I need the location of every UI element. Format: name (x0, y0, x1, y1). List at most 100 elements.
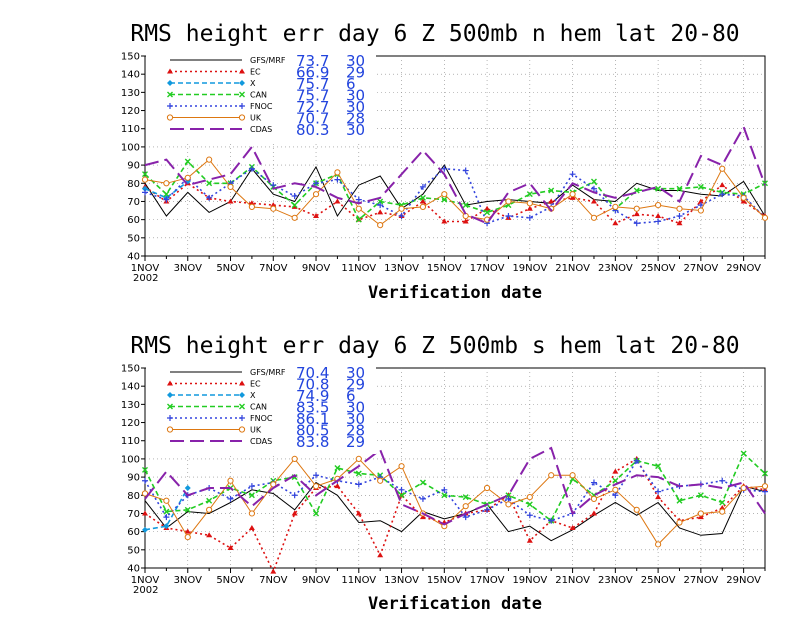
x-marker (184, 506, 191, 513)
x-tick-label: 15NOV (427, 263, 462, 274)
legend-label: FNOC (250, 414, 273, 423)
plus-marker (590, 185, 597, 192)
plus-marker (548, 517, 555, 524)
triangle-marker (719, 505, 726, 510)
plus-marker (142, 477, 148, 484)
x-marker (676, 185, 683, 192)
x-tick-label: 21NOV (555, 575, 590, 586)
triangle-marker (590, 198, 597, 204)
triangle-marker (740, 198, 747, 204)
x-marker (526, 191, 533, 198)
circle-marker (163, 180, 170, 187)
x-marker (167, 403, 173, 410)
plus-marker (142, 189, 148, 196)
x-tick-label: 1NOV (131, 263, 160, 274)
x-tick-label: 17NOV (470, 263, 505, 274)
x-marker (590, 178, 597, 185)
legend-mean: 66.9 (296, 64, 329, 82)
x-marker (291, 202, 298, 209)
triangle-marker (676, 220, 683, 226)
triangle-marker (612, 468, 619, 474)
chart-title: RMS height err day 6 Z 500mb n hem lat 2… (130, 21, 739, 47)
x-marker (334, 465, 341, 471)
triangle-marker (239, 380, 245, 386)
series-line (144, 487, 189, 531)
legend: GFS/MRF 70.4 30 EC 70.8 29 X 74.9 6 CAN 83.5 30 FNOC… (146, 364, 376, 454)
y-tick-label: 40 (127, 252, 140, 263)
legend-mean: 86.1 (296, 410, 329, 428)
legend-label: CAN (250, 91, 267, 100)
plus-marker (167, 415, 173, 421)
legend-label: GFS/MRF (250, 56, 286, 65)
circle-marker (334, 169, 341, 176)
legend-count: 6 (346, 75, 356, 93)
circle-marker (184, 533, 191, 541)
diamond-marker (163, 523, 170, 530)
triangle-marker (697, 514, 704, 520)
triangle-marker (248, 525, 255, 530)
plus-marker (505, 495, 512, 502)
diamond-marker (239, 392, 245, 398)
circle-marker (291, 214, 298, 221)
circle-marker (377, 477, 384, 484)
x-axis-label: Verification date (368, 283, 542, 303)
circle-marker (719, 508, 726, 515)
x-year-label: 2002 (133, 273, 158, 284)
x-tick-label: 25NOV (641, 263, 676, 274)
circle-marker (612, 486, 619, 493)
x-tick-label: 3NOV (174, 575, 203, 586)
legend-mean: 83.8 (296, 433, 329, 451)
plus-marker (462, 514, 469, 521)
triangle-marker (167, 68, 173, 74)
circle-marker (355, 455, 362, 463)
x-marker (548, 187, 555, 194)
y-tick-label: 40 (127, 564, 140, 575)
legend-mean: 73.7 (296, 52, 329, 70)
x-marker (655, 463, 662, 470)
circle-marker (312, 191, 320, 198)
y-tick-label: 100 (121, 454, 140, 465)
circle-marker (166, 426, 174, 433)
triangle-marker (633, 211, 640, 217)
triangle-marker (227, 545, 234, 550)
y-tick-label: 150 (121, 52, 140, 63)
circle-marker (398, 205, 405, 212)
diamond-marker (142, 526, 148, 533)
y-tick-label: 60 (127, 527, 140, 538)
x-marker (206, 497, 213, 504)
x-marker (377, 198, 384, 205)
circle-marker (398, 463, 405, 470)
x-marker (676, 497, 683, 504)
circle-marker (419, 203, 427, 211)
legend-mean: 70.4 (296, 364, 329, 382)
x-marker (441, 492, 448, 499)
x-marker (355, 470, 362, 477)
legend-label: CDAS (250, 125, 272, 134)
circle-marker (697, 207, 704, 214)
circle-marker (206, 506, 213, 513)
circle-marker (590, 495, 598, 503)
y-tick-label: 120 (121, 106, 140, 117)
x-tick-label: 11NOV (341, 575, 376, 586)
circle-marker (569, 472, 576, 479)
triangle-marker (590, 510, 597, 516)
x-tick-label: 5NOV (216, 263, 245, 274)
x-tick-label: 9NOV (302, 263, 331, 274)
circle-marker (166, 114, 174, 121)
series-line (144, 446, 766, 526)
legend-mean: 75.7 (296, 75, 329, 93)
triangle-marker (270, 202, 277, 208)
series-line (144, 458, 766, 546)
triangle-marker (184, 528, 191, 534)
plus-marker (291, 492, 298, 499)
triangle-marker (142, 510, 148, 516)
y-tick-label: 50 (127, 233, 140, 244)
circle-marker (441, 191, 448, 198)
circle-marker (719, 165, 726, 172)
chart-panel-north: RMS height err day 6 Z 500mb n hem lat 2… (121, 21, 769, 303)
plus-marker (633, 220, 640, 227)
x-marker (762, 470, 768, 477)
circle-marker (740, 194, 747, 201)
x-axis-label: Verification date (368, 594, 542, 614)
circle-marker (590, 214, 598, 221)
